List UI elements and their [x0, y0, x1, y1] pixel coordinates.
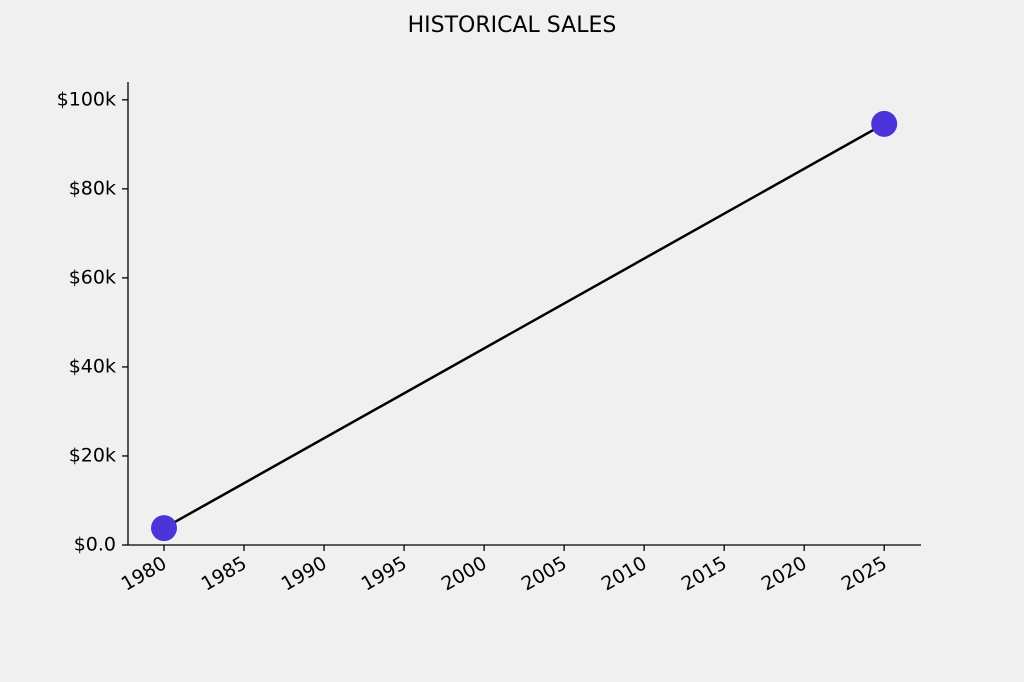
- y-tick-label: $60k: [69, 266, 116, 288]
- y-tick-label: $80k: [69, 177, 116, 199]
- y-tick-label: $40k: [69, 355, 116, 377]
- x-tick-label: 1980: [118, 552, 171, 595]
- marker: [151, 515, 178, 542]
- x-tick-label: 2010: [598, 552, 651, 595]
- x-tick-label: 2000: [438, 552, 491, 595]
- line: [163, 122, 885, 530]
- x-tick-label: 2005: [518, 552, 571, 595]
- y-tick-label: $100k: [57, 88, 116, 110]
- y-tick-label: $20k: [69, 444, 116, 466]
- x-tick-label: 2015: [678, 552, 731, 595]
- x-tick-label: 1985: [198, 552, 251, 595]
- x-tick-label: 2025: [838, 552, 891, 595]
- marker: [871, 110, 898, 137]
- x-tick-label: 1990: [278, 552, 331, 595]
- x-tick-label: 1995: [358, 552, 411, 595]
- y-tick-label: $0.0: [74, 534, 116, 556]
- x-tick-label: 2020: [758, 552, 811, 595]
- chart-title: HISTORICAL SALES: [408, 13, 617, 38]
